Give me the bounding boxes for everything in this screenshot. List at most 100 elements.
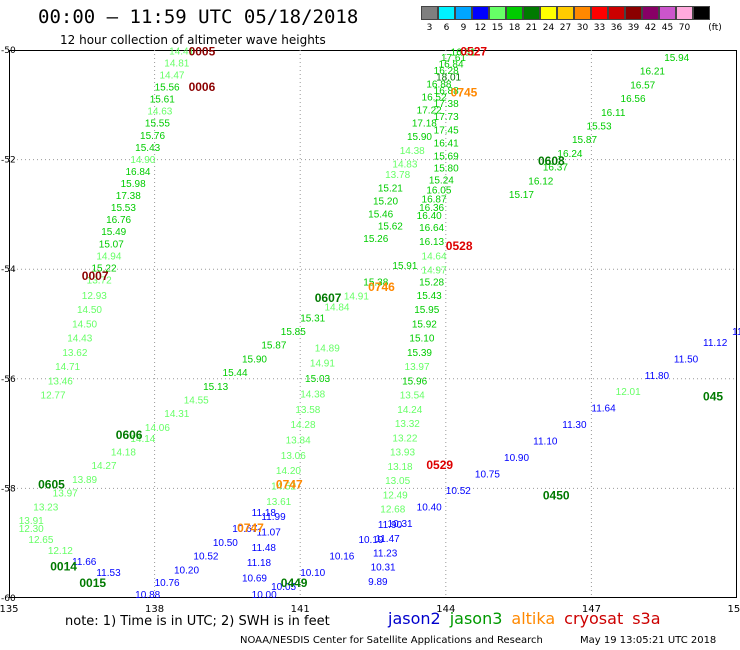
swh-reading: 10.90 bbox=[504, 453, 529, 464]
legend-label: 30 bbox=[576, 23, 589, 33]
swh-reading: 13.58 bbox=[295, 405, 320, 416]
swh-reading: 10.88 bbox=[135, 590, 160, 601]
swh-reading: 10.67 bbox=[232, 524, 257, 535]
swh-reading: 16.12 bbox=[528, 176, 553, 187]
legend-label: 42 bbox=[644, 23, 657, 33]
swh-reading: 14.83 bbox=[392, 159, 417, 170]
legend-swatch bbox=[472, 6, 489, 20]
legend-unit: (ft) bbox=[708, 23, 722, 33]
pass-time-label: 045 bbox=[703, 390, 723, 404]
units-note: note: 1) Time is in UTC; 2) SWH is in fe… bbox=[65, 614, 330, 629]
pass-time-label: 0005 bbox=[189, 44, 216, 58]
swh-reading: 16.11 bbox=[601, 108, 626, 119]
pass-time-label: 0746 bbox=[368, 280, 395, 294]
swh-reading: 13.61 bbox=[266, 497, 291, 508]
swh-reading: 10.52 bbox=[446, 486, 471, 497]
legend-swatch bbox=[506, 6, 523, 20]
swh-reading: 16.28 bbox=[434, 66, 459, 77]
swh-reading: 15.26 bbox=[363, 234, 388, 245]
swh-reading: 12.77 bbox=[41, 391, 66, 402]
pass-time-label: 0747 bbox=[237, 521, 264, 535]
legend-swatch bbox=[608, 6, 625, 20]
swh-reading: 13.62 bbox=[62, 348, 87, 359]
swh-reading: 13.32 bbox=[395, 419, 420, 430]
swh-reading: 10.76 bbox=[155, 578, 180, 589]
swh-reading: 11.90 bbox=[378, 520, 403, 531]
swh-reading: 10.40 bbox=[417, 502, 442, 513]
swh-reading: 17.45 bbox=[434, 125, 459, 136]
swh-reading: 14.89 bbox=[315, 343, 340, 354]
swh-reading: 11.10 bbox=[732, 327, 740, 338]
swh-reading: 14.50 bbox=[72, 319, 97, 330]
mission-cryosat: cryosat bbox=[564, 609, 624, 628]
swh-reading: 13.46 bbox=[48, 376, 73, 387]
swh-reading: 15.10 bbox=[409, 334, 434, 345]
legend-label: 27 bbox=[559, 23, 572, 33]
pass-time-label: 0528 bbox=[446, 239, 473, 253]
legend-label: 18 bbox=[508, 23, 521, 33]
mission-jason3: jason3 bbox=[449, 609, 503, 628]
swh-reading: 15.87 bbox=[261, 341, 286, 352]
legend-swatch bbox=[438, 6, 455, 20]
y-tick-label: -60 bbox=[1, 594, 16, 604]
legend-label: 24 bbox=[542, 23, 555, 33]
swh-reading: 16.41 bbox=[434, 138, 459, 149]
swh-reading: 16.84 bbox=[125, 167, 150, 178]
swh-reading: 15.62 bbox=[378, 222, 403, 233]
swh-reading: 13.22 bbox=[392, 433, 417, 444]
pass-time-label: 0014 bbox=[50, 560, 77, 574]
swh-reading: 15.80 bbox=[434, 164, 459, 175]
pass-time-label: 0745 bbox=[451, 86, 478, 100]
swh-reading: 15.49 bbox=[101, 227, 126, 238]
swh-reading: 14.52 bbox=[271, 481, 296, 492]
legend-label: 3 bbox=[426, 23, 433, 33]
swh-reading: 16.36 bbox=[419, 203, 444, 214]
y-tick-label: -52 bbox=[1, 156, 16, 166]
y-tick-label: -50 bbox=[1, 46, 16, 56]
swh-reading: 16.84 bbox=[439, 60, 464, 71]
swh-reading: 10.19 bbox=[358, 535, 383, 546]
swh-reading: 14.14 bbox=[130, 434, 155, 445]
legend-label: 6 bbox=[443, 23, 450, 33]
swh-reading: 17.38 bbox=[434, 99, 459, 110]
swh-reading: 14.31 bbox=[164, 409, 189, 420]
swh-reading: 13.72 bbox=[87, 275, 112, 286]
generation-timestamp: May 19 13:05:21 UTC 2018 bbox=[580, 635, 717, 646]
swh-reading: 10.75 bbox=[475, 469, 500, 480]
swh-reading: 15.85 bbox=[281, 327, 306, 338]
swh-reading: 15.20 bbox=[373, 197, 398, 208]
pass-time-label: 0608 bbox=[538, 154, 565, 168]
legend-swatch bbox=[642, 6, 659, 20]
swh-reading: 12.01 bbox=[616, 387, 641, 398]
swh-reading: 11.47 bbox=[375, 534, 400, 545]
legend-swatch bbox=[693, 6, 710, 20]
x-tick-label: 135 bbox=[0, 604, 19, 615]
x-tick-label: 144 bbox=[436, 604, 455, 615]
map-frame bbox=[9, 50, 737, 598]
swh-reading: 16.88 bbox=[434, 86, 459, 97]
swh-reading: 14.91 bbox=[344, 291, 369, 302]
swh-reading: 16.51 bbox=[451, 47, 476, 58]
swh-reading: 13.97 bbox=[53, 489, 78, 500]
swh-reading: 16.37 bbox=[543, 163, 568, 174]
mission-altika: altika bbox=[511, 609, 556, 628]
swh-reading: 14.27 bbox=[92, 461, 117, 472]
swh-reading: 14.63 bbox=[147, 107, 172, 118]
swh-reading: 10.20 bbox=[174, 565, 199, 576]
swh-reading: 10.05 bbox=[271, 582, 296, 593]
pass-time-label: 0006 bbox=[189, 80, 216, 94]
swh-reading: 14.38 bbox=[300, 389, 325, 400]
swh-reading: 17.18 bbox=[412, 119, 437, 130]
pass-time-label: 0007 bbox=[82, 269, 109, 283]
pass-time-label: 0527 bbox=[460, 44, 487, 58]
swh-reading: 13.93 bbox=[390, 448, 415, 459]
swh-reading: 16.56 bbox=[621, 94, 646, 105]
swh-reading: 16.87 bbox=[422, 194, 447, 205]
legend-swatch bbox=[659, 6, 676, 20]
swh-reading: 13.06 bbox=[281, 451, 306, 462]
swh-reading: 15.61 bbox=[150, 95, 175, 106]
legend-label: 21 bbox=[525, 23, 538, 33]
swh-reading: 14.38 bbox=[400, 146, 425, 157]
swh-reading: 14.28 bbox=[290, 420, 315, 431]
